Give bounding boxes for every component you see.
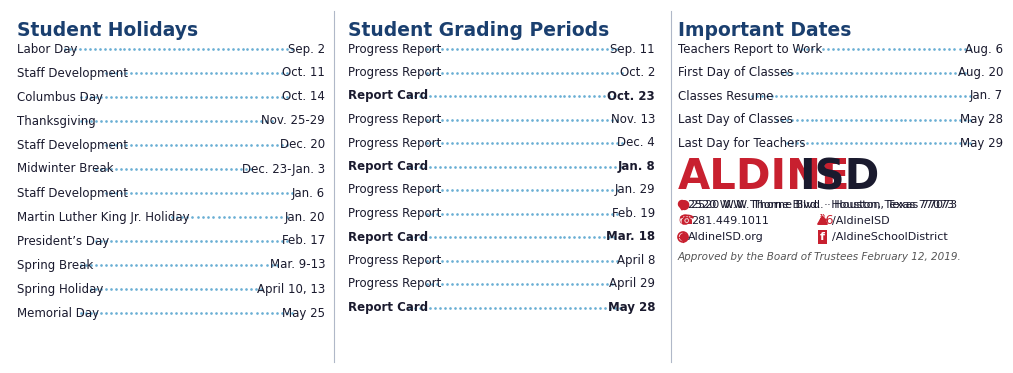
Text: Feb. 19: Feb. 19 [612, 207, 655, 220]
Text: Jan. 7: Jan. 7 [969, 90, 1003, 103]
Text: Teachers Report to Work: Teachers Report to Work [678, 43, 823, 56]
Text: Midwinter Break: Midwinter Break [17, 163, 113, 176]
Text: April 10, 13: April 10, 13 [256, 282, 325, 295]
Text: May 28: May 28 [960, 113, 1003, 126]
Text: Student Holidays: Student Holidays [17, 21, 199, 40]
Text: Aug. 20: Aug. 20 [957, 66, 1003, 79]
Text: Report Card: Report Card [348, 160, 428, 173]
Text: Sep. 2: Sep. 2 [288, 43, 325, 56]
Text: Dec. 23-Jan. 3: Dec. 23-Jan. 3 [242, 163, 325, 176]
Text: Jan. 29: Jan. 29 [614, 184, 655, 197]
Text: Staff Development: Staff Development [17, 138, 128, 151]
Text: Progress Report: Progress Report [348, 66, 442, 79]
Text: May 25: May 25 [282, 307, 325, 320]
Text: ⬤: ⬤ [678, 200, 689, 210]
Text: Approved by the Board of Trustees February 12, 2019.: Approved by the Board of Trustees Februa… [678, 252, 961, 262]
Text: Progress Report: Progress Report [348, 43, 442, 56]
Text: ALDINE: ALDINE [678, 156, 851, 198]
Text: Progress Report: Progress Report [348, 254, 442, 267]
Text: Spring Holiday: Spring Holiday [17, 282, 103, 295]
Text: May 28: May 28 [608, 301, 655, 314]
Polygon shape [679, 205, 685, 210]
Text: Oct. 2: Oct. 2 [620, 66, 655, 79]
Text: Sep. 11: Sep. 11 [611, 43, 655, 56]
Text: Memorial Day: Memorial Day [17, 307, 99, 320]
Text: ὂ6: ὂ6 [819, 214, 834, 228]
Text: Student Grading Periods: Student Grading Periods [348, 21, 609, 40]
Text: /AldineISD: /AldineISD [832, 216, 889, 226]
Text: Dec. 20: Dec. 20 [280, 138, 325, 151]
Text: Classes Resume: Classes Resume [678, 90, 774, 103]
Text: Progress Report: Progress Report [348, 184, 442, 197]
Text: Feb. 17: Feb. 17 [282, 235, 325, 248]
Text: Dec. 4: Dec. 4 [617, 137, 655, 150]
Text: Progress Report: Progress Report [348, 207, 442, 220]
Text: ●: ● [678, 232, 688, 242]
Text: Last Day of Classes: Last Day of Classes [678, 113, 793, 126]
Text: Jan. 20: Jan. 20 [285, 210, 325, 223]
Text: Aug. 6: Aug. 6 [965, 43, 1003, 56]
Text: Important Dates: Important Dates [678, 21, 851, 40]
Text: Mar. 9-13: Mar. 9-13 [269, 258, 325, 272]
Text: Labor Day: Labor Day [17, 43, 78, 56]
Text: Spring Break: Spring Break [17, 258, 93, 272]
Text: Mar. 18: Mar. 18 [606, 231, 655, 244]
Text: President’s Day: President’s Day [17, 235, 109, 248]
Text: /AldineSchoolDistrict: /AldineSchoolDistrict [832, 232, 948, 242]
Text: Staff Development: Staff Development [17, 186, 128, 200]
Text: ‣: ‣ [819, 213, 835, 228]
Text: AldineISD.org: AldineISD.org [688, 232, 764, 242]
Text: Columbus Day: Columbus Day [17, 91, 103, 103]
Text: April 8: April 8 [617, 254, 655, 267]
Text: Report Card: Report Card [348, 90, 428, 103]
Text: 2520 W.W. Thorne Blvd. · Houston, Texas 77073: 2520 W.W. Thorne Blvd. · Houston, Texas … [688, 200, 954, 210]
Text: f: f [820, 232, 825, 242]
Text: Report Card: Report Card [348, 231, 428, 244]
Text: ●: ● [678, 200, 687, 210]
Text: Martin Luther King Jr. Holiday: Martin Luther King Jr. Holiday [17, 210, 189, 223]
Text: ☎: ☎ [678, 214, 694, 228]
Text: Staff Development: Staff Development [17, 66, 128, 79]
Text: ✆: ✆ [678, 214, 690, 228]
Text: 2520 W.W. Thorne Blvd. · Houston, Texas 77073: 2520 W.W. Thorne Blvd. · Houston, Texas … [691, 200, 957, 210]
Text: Last Day for Teachers: Last Day for Teachers [678, 137, 805, 150]
Text: Jan. 8: Jan. 8 [617, 160, 655, 173]
Text: Thanksgiving: Thanksgiving [17, 115, 96, 128]
Text: Oct. 14: Oct. 14 [283, 91, 325, 103]
Text: ISD: ISD [799, 156, 879, 198]
Text: Oct. 23: Oct. 23 [608, 90, 655, 103]
Text: 281.449.1011: 281.449.1011 [691, 216, 769, 226]
Text: May 29: May 29 [960, 137, 1003, 150]
Text: Nov. 25-29: Nov. 25-29 [261, 115, 325, 128]
Text: April 29: April 29 [609, 278, 655, 291]
Text: Nov. 13: Nov. 13 [611, 113, 655, 126]
Text: Progress Report: Progress Report [348, 278, 442, 291]
Text: First Day of Classes: First Day of Classes [678, 66, 793, 79]
Text: Report Card: Report Card [348, 301, 428, 314]
Text: Progress Report: Progress Report [348, 137, 442, 150]
Text: Progress Report: Progress Report [348, 113, 442, 126]
Circle shape [679, 201, 686, 207]
Text: Oct. 11: Oct. 11 [283, 66, 325, 79]
Text: Jan. 6: Jan. 6 [292, 186, 325, 200]
